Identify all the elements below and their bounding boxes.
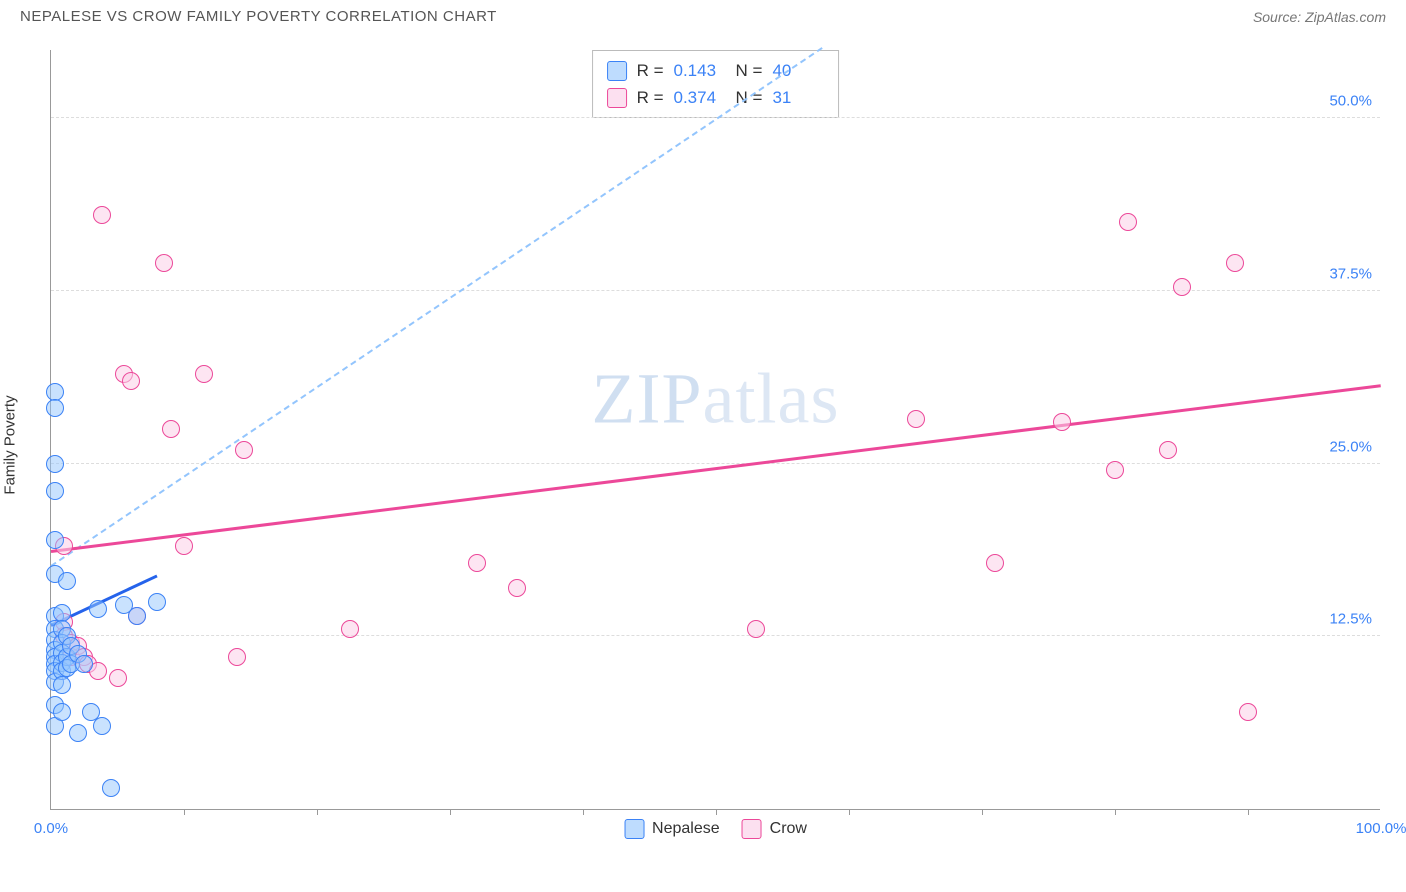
- scatter-point-nepalese: [46, 383, 64, 401]
- legend-item-nepalese: Nepalese: [624, 819, 720, 839]
- scatter-point-crow: [468, 554, 486, 572]
- gridline-horizontal: [51, 117, 1380, 118]
- scatter-point-crow: [155, 254, 173, 272]
- scatter-point-nepalese: [128, 607, 146, 625]
- scatter-point-crow: [907, 410, 925, 428]
- scatter-point-crow: [1239, 703, 1257, 721]
- watermark: ZIPatlas: [592, 358, 840, 441]
- scatter-point-nepalese: [46, 455, 64, 473]
- x-minor-tick: [982, 809, 983, 815]
- y-tick-label: 12.5%: [1329, 611, 1372, 628]
- scatter-point-nepalese: [58, 572, 76, 590]
- scatter-point-nepalese: [46, 399, 64, 417]
- chart-container: Family Poverty ZIPatlas R = 0.143 N = 40…: [20, 40, 1390, 850]
- scatter-point-crow: [228, 648, 246, 666]
- x-minor-tick: [184, 809, 185, 815]
- chart-source: Source: ZipAtlas.com: [1253, 9, 1386, 25]
- legend-swatch-pink-icon: [742, 819, 762, 839]
- x-minor-tick: [317, 809, 318, 815]
- scatter-point-crow: [93, 206, 111, 224]
- scatter-point-crow: [1226, 254, 1244, 272]
- legend-n-label: N =: [736, 57, 763, 84]
- scatter-point-crow: [122, 372, 140, 390]
- scatter-point-nepalese: [53, 703, 71, 721]
- scatter-point-crow: [1159, 441, 1177, 459]
- scatter-point-crow: [109, 669, 127, 687]
- scatter-point-nepalese: [46, 531, 64, 549]
- scatter-point-crow: [341, 620, 359, 638]
- y-tick-label: 50.0%: [1329, 93, 1372, 110]
- scatter-point-nepalese: [53, 604, 71, 622]
- chart-header: NEPALESE VS CROW FAMILY POVERTY CORRELAT…: [0, 0, 1406, 29]
- legend-swatch-pink: [607, 88, 627, 108]
- scatter-point-crow: [1119, 213, 1137, 231]
- scatter-point-crow: [195, 365, 213, 383]
- chart-title: NEPALESE VS CROW FAMILY POVERTY CORRELAT…: [20, 8, 497, 25]
- scatter-point-crow: [235, 441, 253, 459]
- watermark-atlas: atlas: [703, 359, 840, 439]
- scatter-point-crow: [162, 420, 180, 438]
- x-tick-label: 100.0%: [1356, 820, 1406, 837]
- scatter-point-nepalese: [148, 593, 166, 611]
- legend-swatch-blue-icon: [624, 819, 644, 839]
- legend-r-value-crow: 0.374: [674, 84, 726, 111]
- scatter-point-crow: [1173, 278, 1191, 296]
- x-tick-label: 0.0%: [34, 820, 68, 837]
- legend-r-label: R =: [637, 84, 664, 111]
- legend-r-label: R =: [637, 57, 664, 84]
- scatter-point-nepalese: [89, 600, 107, 618]
- legend-series: Nepalese Crow: [624, 819, 807, 839]
- gridline-horizontal: [51, 463, 1380, 464]
- legend-label-nepalese: Nepalese: [652, 820, 720, 838]
- scatter-point-crow: [986, 554, 1004, 572]
- legend-r-value-nepalese: 0.143: [674, 57, 726, 84]
- scatter-point-nepalese: [46, 482, 64, 500]
- trend-line: [50, 47, 823, 567]
- watermark-zip: ZIP: [592, 359, 703, 439]
- legend-stats: R = 0.143 N = 40 R = 0.374 N = 31: [592, 50, 840, 118]
- plot-area: ZIPatlas R = 0.143 N = 40 R = 0.374 N = …: [50, 50, 1380, 810]
- scatter-point-crow: [1053, 413, 1071, 431]
- legend-swatch-blue: [607, 61, 627, 81]
- legend-n-label: N =: [736, 84, 763, 111]
- scatter-point-nepalese: [69, 724, 87, 742]
- trend-line: [51, 385, 1381, 554]
- x-minor-tick: [1115, 809, 1116, 815]
- legend-stats-row-crow: R = 0.374 N = 31: [607, 84, 825, 111]
- scatter-point-nepalese: [53, 676, 71, 694]
- x-minor-tick: [450, 809, 451, 815]
- scatter-point-crow: [175, 537, 193, 555]
- scatter-point-nepalese: [93, 717, 111, 735]
- scatter-point-nepalese: [102, 779, 120, 797]
- legend-stats-row-nepalese: R = 0.143 N = 40: [607, 57, 825, 84]
- scatter-point-crow: [508, 579, 526, 597]
- y-axis-label: Family Poverty: [2, 395, 19, 494]
- scatter-point-nepalese: [75, 655, 93, 673]
- gridline-horizontal: [51, 635, 1380, 636]
- legend-label-crow: Crow: [770, 820, 807, 838]
- x-minor-tick: [583, 809, 584, 815]
- y-tick-label: 37.5%: [1329, 265, 1372, 282]
- legend-item-crow: Crow: [742, 819, 807, 839]
- legend-n-value-crow: 31: [772, 84, 824, 111]
- x-minor-tick: [1248, 809, 1249, 815]
- scatter-point-crow: [747, 620, 765, 638]
- scatter-point-crow: [1106, 461, 1124, 479]
- legend-n-value-nepalese: 40: [772, 57, 824, 84]
- y-tick-label: 25.0%: [1329, 438, 1372, 455]
- x-minor-tick: [716, 809, 717, 815]
- x-minor-tick: [849, 809, 850, 815]
